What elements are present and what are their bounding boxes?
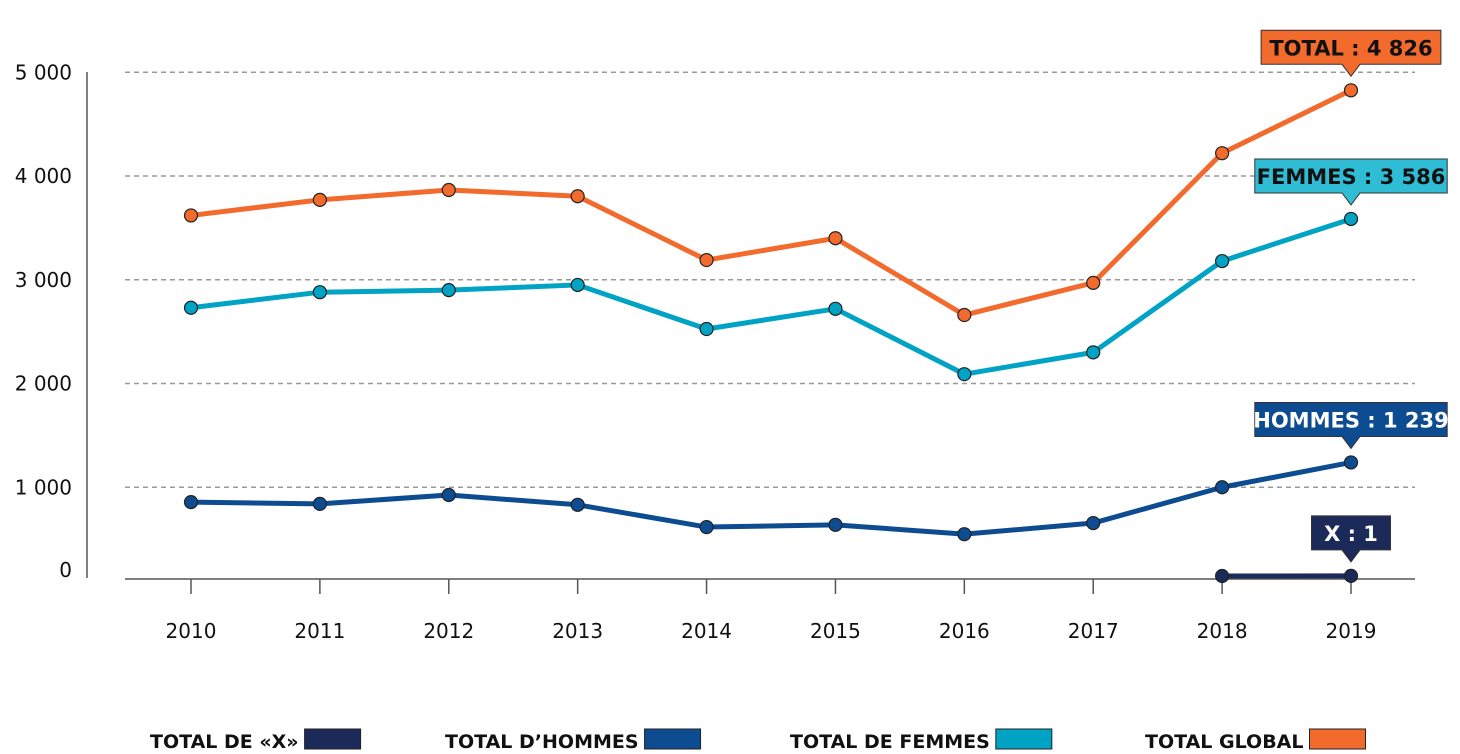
legend-swatch (1309, 728, 1366, 750)
y-tick-label: 4 000 (15, 164, 72, 188)
data-point (1343, 455, 1359, 470)
x-tick-label: 2016 (939, 619, 990, 643)
data-point (183, 495, 199, 510)
legend-swatch (995, 728, 1053, 750)
data-point (699, 321, 714, 337)
data-point (312, 192, 327, 207)
series-line (190, 88, 1353, 318)
x-tick-label: 2014 (681, 619, 732, 643)
y-tick-label: 0 (59, 558, 72, 582)
x-tick-label: 2017 (1068, 619, 1119, 643)
annotation-label: HOMMES : 1 239 (1253, 408, 1448, 432)
x-tick-label: 2012 (423, 619, 474, 643)
series-line (190, 459, 1352, 537)
data-point (1343, 211, 1359, 227)
data-point (957, 307, 972, 323)
x-tick-label: 2013 (552, 619, 603, 643)
legend-label: TOTAL DE FEMMES (790, 731, 990, 753)
legend-label: TOTAL DE «X» (150, 731, 299, 753)
data-point (1343, 83, 1359, 98)
data-point (957, 367, 972, 382)
data-point (441, 283, 456, 298)
annotation-label: TOTAL : 4 826 (1269, 36, 1432, 60)
data-point (183, 208, 199, 223)
data-point (957, 527, 972, 542)
data-point (1215, 253, 1230, 269)
data-point (699, 252, 714, 268)
legend-label: TOTAL D’HOMMES (445, 731, 639, 753)
data-point (441, 487, 456, 503)
y-tick-label: 5 000 (15, 60, 72, 84)
annotation-callout (1311, 515, 1391, 563)
data-point (441, 182, 456, 198)
data-point (1343, 568, 1359, 584)
data-point (1086, 345, 1101, 360)
data-point (1215, 480, 1230, 495)
annotation-label: X : 1 (1324, 522, 1378, 546)
data-point (570, 497, 585, 512)
data-point (183, 300, 199, 315)
y-tick-label: 2 000 (15, 372, 72, 396)
x-tick-label: 2010 (166, 619, 217, 643)
legend-swatch (644, 728, 702, 750)
data-point (1086, 275, 1101, 290)
annotation-callout (1260, 29, 1442, 78)
data-point (1086, 515, 1101, 531)
annotation-callout (1254, 158, 1448, 206)
data-point (312, 496, 327, 512)
series-line (190, 216, 1352, 377)
legend-swatch (304, 728, 362, 750)
annotation-label: FEMMES : 3 586 (1257, 165, 1446, 189)
y-tick-label: 1 000 (15, 475, 72, 499)
x-tick-label: 2018 (1197, 619, 1248, 643)
x-tick-label: 2011 (294, 619, 345, 643)
data-point (828, 231, 843, 246)
y-tick-label: 3 000 (15, 268, 72, 292)
x-tick-label: 2019 (1326, 619, 1377, 643)
annotation-callout (1254, 401, 1448, 450)
data-point (828, 301, 843, 316)
data-point (699, 519, 714, 535)
data-point (570, 277, 585, 293)
data-point (1215, 568, 1230, 584)
data-point (312, 285, 327, 300)
legend-label: TOTAL GLOBAL (1145, 731, 1304, 753)
data-point (570, 189, 585, 204)
data-point (828, 517, 843, 532)
data-point (1215, 146, 1230, 161)
x-tick-label: 2015 (810, 619, 861, 643)
